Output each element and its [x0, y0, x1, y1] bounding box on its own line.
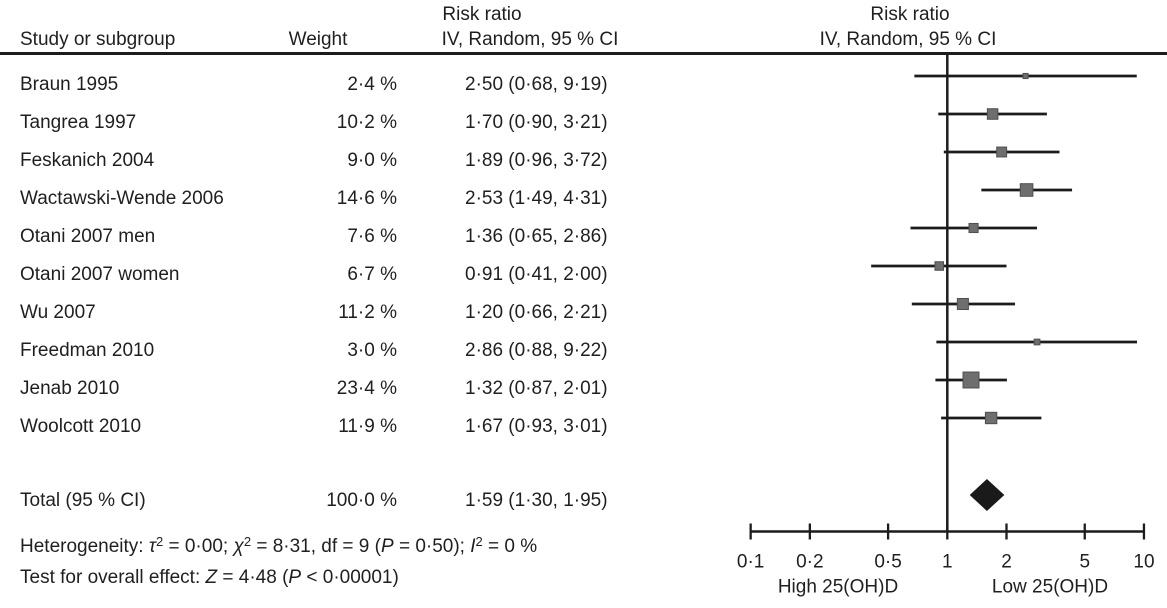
axis-tick-label: 5 [1079, 552, 1090, 573]
axis-tick-label: 10 [1133, 552, 1154, 573]
plot-header-riskratio-line1: Risk ratio [870, 4, 950, 25]
study-rr-ci: 1·70 (0·90, 3·21) [465, 112, 608, 133]
text-segment: = 0·00; [163, 536, 234, 557]
study-row: Feskanich 2004 9·0 % 1·89 (0·96, 3·72) [0, 142, 700, 180]
effect-square [934, 261, 945, 271]
total-row: Total (95 % CI) 100·0 % 1·59 (1·30, 1·95… [0, 482, 700, 520]
axis-tick-label: 0·5 [874, 552, 901, 573]
study-weight: 23·4 % [336, 378, 397, 399]
text-segment: Z [205, 567, 218, 588]
effect-square [984, 411, 998, 425]
total-weight: 100·0 % [326, 490, 397, 511]
text-segment: = 8·31, df = 9 ( [251, 536, 381, 557]
study-weight: 3·0 % [347, 340, 397, 361]
study-rr-ci: 2·53 (1·49, 4·31) [465, 188, 608, 209]
study-weight: 10·2 % [336, 112, 397, 133]
text-segment: χ [233, 536, 244, 557]
study-weight: 7·6 % [347, 226, 397, 247]
study-weight: 14·6 % [336, 188, 397, 209]
study-row: Wactawski-Wende 2006 14·6 % 2·53 (1·49, … [0, 180, 700, 218]
axis-tick-label: 0·2 [796, 552, 823, 573]
study-name: Jenab 2010 [20, 378, 120, 399]
study-name: Tangrea 1997 [20, 112, 137, 133]
study-name: Otani 2007 women [20, 264, 180, 285]
effect-square [1022, 72, 1029, 80]
study-name: Feskanich 2004 [20, 150, 155, 171]
heterogeneity-text: Heterogeneity: τ2 = 0·00; χ2 = 8·31, df … [20, 523, 537, 561]
study-weight: 2·4 % [347, 74, 397, 95]
study-name: Otani 2007 men [20, 226, 156, 247]
study-name: Wu 2007 [20, 302, 96, 323]
study-row: Otani 2007 women 6·7 % 0·91 (0·41, 2·00) [0, 256, 700, 294]
column-header-study: Study or subgroup [20, 29, 176, 50]
study-row: Braun 1995 2·4 % 2·50 (0·68, 9·19) [0, 66, 700, 104]
text-segment: 2 [475, 534, 483, 549]
study-rr-ci: 1·67 (0·93, 3·01) [465, 416, 608, 437]
axis-sublabel-high: High 25(OH)D [778, 577, 898, 598]
text-segment: I [470, 536, 476, 557]
text-segment: = 0·50); [393, 536, 471, 557]
text-segment: Test for overall effect: [20, 567, 206, 588]
study-row: Wu 2007 11·2 % 1·20 (0·66, 2·21) [0, 294, 700, 332]
study-rr-ci: 2·86 (0·88, 9·22) [465, 340, 608, 361]
header-divider [0, 52, 1167, 55]
study-weight: 11·2 % [338, 302, 397, 323]
study-name: Woolcott 2010 [20, 416, 142, 437]
axis-sublabel-low: Low 25(OH)D [992, 577, 1108, 598]
study-row: Woolcott 2010 11·9 % 1·67 (0·93, 3·01) [0, 408, 700, 446]
effect-square [1019, 183, 1034, 197]
study-weight: 11·9 % [338, 416, 397, 437]
study-row: Jenab 2010 23·4 % 1·32 (0·87, 2·01) [0, 370, 700, 408]
text-segment: 2 [243, 534, 252, 549]
effect-square [996, 146, 1008, 158]
text-segment: = 0 % [482, 536, 538, 557]
study-rr-ci: 1·36 (0·65, 2·86) [465, 226, 608, 247]
study-rr-ci: 0·91 (0·41, 2·00) [465, 264, 608, 285]
plot-header-riskratio-line2: IV, Random, 95 % CI [819, 29, 997, 50]
effect-square [956, 297, 969, 311]
overall-effect-text: Test for overall effect: Z = 4·48 (P < 0… [20, 559, 399, 597]
total-rr-ci: 1·59 (1·30, 1·95) [465, 490, 608, 511]
study-rr-ci: 1·89 (0·96, 3·72) [465, 150, 608, 171]
study-weight: 6·7 % [347, 264, 397, 285]
effect-square [962, 371, 980, 389]
text-segment: τ [148, 536, 156, 557]
column-header-riskratio-line1: Risk ratio [442, 4, 522, 25]
text-segment: P [380, 536, 394, 557]
total-diamond [969, 479, 1005, 511]
column-header-weight: Weight [288, 29, 348, 50]
axis-tick-label: 2 [1001, 552, 1012, 573]
study-row: Otani 2007 men 7·6 % 1·36 (0·65, 2·86) [0, 218, 700, 256]
text-segment: Heterogeneity: [20, 536, 149, 557]
total-label: Total (95 % CI) [20, 490, 146, 511]
effect-square [1033, 338, 1041, 346]
study-weight: 9·0 % [347, 150, 397, 171]
text-segment: 2 [155, 534, 164, 549]
column-header-riskratio-line2: IV, Random, 95 % CI [441, 29, 619, 50]
study-rr-ci: 2·50 (0·68, 9·19) [465, 74, 608, 95]
effect-square [986, 108, 999, 120]
axis-tick-label: 0·1 [737, 552, 764, 573]
study-name: Braun 1995 [20, 74, 119, 95]
study-rr-ci: 1·32 (0·87, 2·01) [465, 378, 608, 399]
study-name: Freedman 2010 [20, 340, 155, 361]
study-row: Tangrea 1997 10·2 % 1·70 (0·90, 3·21) [0, 104, 700, 142]
study-rr-ci: 1·20 (0·66, 2·21) [465, 302, 608, 323]
axis-tick-label: 1 [942, 552, 953, 573]
effect-square [968, 222, 979, 234]
text-segment: = 4·48 ( [217, 567, 289, 588]
text-segment: < 0·00001) [301, 567, 399, 588]
text-segment: P [288, 567, 302, 588]
study-name: Wactawski-Wende 2006 [20, 188, 224, 209]
study-row: Freedman 2010 3·0 % 2·86 (0·88, 9·22) [0, 332, 700, 370]
